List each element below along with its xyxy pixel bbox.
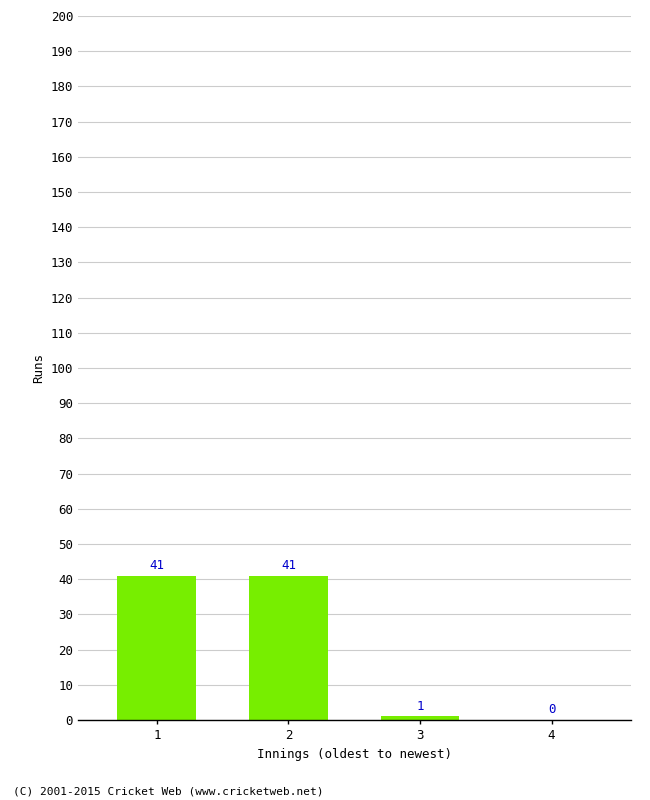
Text: (C) 2001-2015 Cricket Web (www.cricketweb.net): (C) 2001-2015 Cricket Web (www.cricketwe… (13, 786, 324, 796)
Bar (118, 576, 196, 720)
Text: 0: 0 (548, 703, 555, 717)
Text: 1: 1 (416, 700, 424, 713)
Bar (249, 576, 328, 720)
Text: 41: 41 (281, 559, 296, 572)
Text: 41: 41 (150, 559, 164, 572)
Y-axis label: Runs: Runs (32, 353, 45, 383)
Bar (380, 717, 460, 720)
X-axis label: Innings (oldest to newest): Innings (oldest to newest) (257, 747, 452, 761)
